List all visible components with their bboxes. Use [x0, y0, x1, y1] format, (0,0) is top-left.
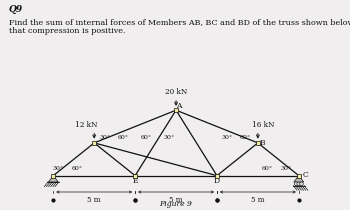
Text: 5 m: 5 m — [169, 196, 183, 204]
Text: 60°: 60° — [117, 135, 128, 140]
Circle shape — [297, 182, 301, 186]
Text: B: B — [259, 139, 265, 147]
Text: 12 kN: 12 kN — [75, 121, 97, 129]
Polygon shape — [48, 176, 58, 182]
Text: 20 kN: 20 kN — [165, 88, 187, 96]
Text: 30°: 30° — [52, 166, 64, 171]
Text: 30°: 30° — [221, 135, 232, 140]
Text: Find the sum of internal forces of Members AB, BC and BD of the truss shown belo: Find the sum of internal forces of Membe… — [9, 18, 350, 35]
Text: D: D — [214, 177, 220, 185]
Text: 16 kN: 16 kN — [252, 121, 275, 129]
Text: E: E — [132, 177, 138, 185]
Text: 30°: 30° — [99, 135, 111, 140]
Text: 5 m: 5 m — [251, 196, 265, 204]
Text: 30°: 30° — [280, 166, 291, 171]
Text: Figure 9: Figure 9 — [160, 200, 192, 208]
Text: 5 m: 5 m — [88, 196, 101, 204]
Circle shape — [294, 182, 298, 186]
Text: 60°: 60° — [239, 135, 250, 140]
Text: 30°: 30° — [163, 135, 174, 140]
Polygon shape — [294, 176, 304, 182]
Text: C: C — [302, 171, 308, 179]
Text: 60°: 60° — [71, 166, 83, 171]
Text: Q9: Q9 — [9, 5, 23, 14]
Text: 60°: 60° — [261, 166, 272, 171]
Circle shape — [300, 182, 303, 186]
Text: 60°: 60° — [141, 135, 152, 140]
Text: A: A — [176, 102, 181, 110]
